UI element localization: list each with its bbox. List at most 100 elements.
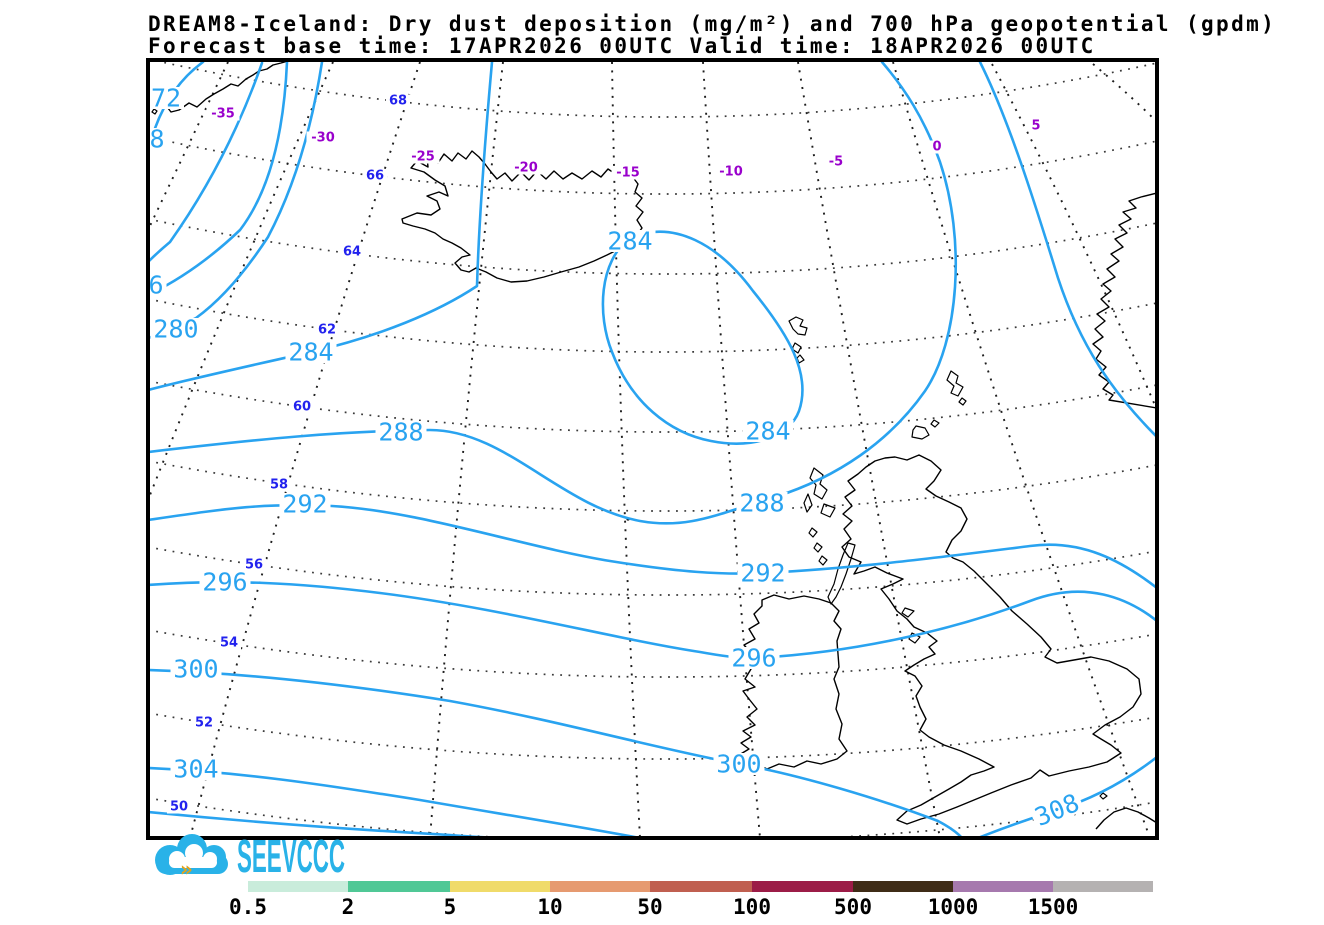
longitude-label-text: -35 bbox=[211, 107, 235, 122]
latitude-labels: 68 66 64 62 60 58 56 54 52 50 bbox=[167, 94, 410, 815]
contour-label-text: 284 bbox=[745, 417, 790, 446]
longitude-label-text: 5 bbox=[1031, 119, 1040, 134]
graticule-grid bbox=[150, 62, 1155, 836]
longitude-label: -20 bbox=[509, 161, 543, 176]
contour-label: 300 bbox=[170, 655, 222, 684]
contour-label-text: 288 bbox=[378, 418, 423, 447]
latitude-label: 58 bbox=[267, 478, 291, 493]
latitude-label: 54 bbox=[217, 636, 241, 651]
cloud-icon: » bbox=[155, 834, 228, 881]
ireland-coast bbox=[736, 594, 848, 772]
colorbar-tick-label: 2 bbox=[342, 895, 355, 919]
geopotential-contours bbox=[150, 62, 1155, 836]
colorbar-tick-label: 500 bbox=[834, 895, 872, 919]
latitude-label: 66 bbox=[363, 169, 387, 184]
contour-label-text: 72 bbox=[151, 84, 181, 113]
latitude-label-text: 64 bbox=[343, 245, 361, 260]
colorbar-segment bbox=[953, 881, 1053, 892]
latitude-label-text: 54 bbox=[220, 636, 238, 651]
longitude-label-text: -5 bbox=[829, 155, 843, 170]
contour-label: 284 bbox=[742, 417, 794, 446]
colorbar-segment bbox=[650, 881, 752, 892]
latitude-label-text: 62 bbox=[318, 323, 336, 338]
contour-label-text: 304 bbox=[173, 755, 218, 784]
coastlines bbox=[150, 62, 1155, 830]
deposition-colorbar: 0.5 2 5 10 50 100 500 1000 1500 bbox=[229, 881, 1153, 919]
latitude-label-text: 56 bbox=[245, 558, 263, 573]
colorbar-tick-label: 50 bbox=[637, 895, 662, 919]
contour-label: 288 bbox=[736, 489, 788, 518]
arrow-icon: » bbox=[180, 857, 193, 881]
colorbar-segment bbox=[248, 881, 348, 892]
latitude-label: 56 bbox=[242, 558, 266, 573]
contour-label-text: 284 bbox=[607, 227, 652, 256]
longitude-label-text: -15 bbox=[616, 166, 640, 181]
contour-label: 284 bbox=[285, 338, 337, 367]
contour-label: 284 bbox=[604, 227, 656, 256]
logo-text: SEEVCCC bbox=[237, 830, 345, 882]
contour-label: 6 bbox=[145, 271, 167, 300]
colorbar-segment bbox=[1053, 881, 1153, 892]
seevccc-logo: » SEEVCCC bbox=[155, 830, 345, 882]
latitude-label: 50 bbox=[167, 800, 191, 815]
contour-label-text: 300 bbox=[173, 655, 218, 684]
faroe-islands-coast bbox=[788, 316, 808, 364]
latitude-label-text: 52 bbox=[195, 716, 213, 731]
contour-label-text: 280 bbox=[153, 315, 198, 344]
contour-label-text: 296 bbox=[731, 644, 776, 673]
contour-label-text: 288 bbox=[739, 489, 784, 518]
contour-label: 308 bbox=[1029, 788, 1085, 832]
longitude-label-text: -30 bbox=[311, 131, 335, 146]
contour-label: 304 bbox=[170, 755, 222, 784]
contour-labels: 72 8 6 280 284 288 292 296 300 304 284 284 288 292 296… bbox=[145, 84, 1085, 832]
colorbar-tick-label: 5 bbox=[444, 895, 457, 919]
greenland-coast bbox=[150, 62, 288, 113]
orkney-coast bbox=[911, 419, 940, 440]
contour-label: 280 bbox=[150, 315, 202, 344]
latitude-label-text: 66 bbox=[366, 169, 384, 184]
longitude-label: -30 bbox=[306, 131, 340, 146]
latitude-label: 62 bbox=[315, 323, 339, 338]
longitude-label: -25 bbox=[406, 150, 440, 165]
colorbar-segment bbox=[853, 881, 953, 892]
norway-coast bbox=[1092, 192, 1155, 409]
longitude-labels: -35 -30 -25 -20 -15 -10 -5 0 5 bbox=[206, 107, 1044, 181]
longitude-label-text: -25 bbox=[411, 150, 435, 165]
chart-title: DREAM8-Iceland: Dry dust deposition (mg/… bbox=[148, 12, 1276, 36]
colorbar-segment bbox=[348, 881, 450, 892]
contour-label-text: 292 bbox=[740, 559, 785, 588]
longitude-label: -15 bbox=[611, 166, 645, 181]
longitude-label: -10 bbox=[714, 165, 748, 180]
contour-label-text: 296 bbox=[202, 568, 247, 597]
kintyre-coast bbox=[827, 542, 856, 605]
latitude-label-text: 58 bbox=[270, 478, 288, 493]
longitude-label-text: -10 bbox=[719, 165, 743, 180]
latitude-label-text: 50 bbox=[170, 800, 188, 815]
longitude-label: -35 bbox=[206, 107, 240, 122]
contour-label: 296 bbox=[728, 644, 780, 673]
great-britain-coast bbox=[841, 454, 1142, 825]
longitude-label-text: -20 bbox=[514, 161, 538, 176]
contour-label: 296 bbox=[199, 568, 251, 597]
latitude-label: 52 bbox=[192, 716, 216, 731]
longitude-label-text: 0 bbox=[932, 140, 941, 155]
colorbar-tick-label: 10 bbox=[537, 895, 562, 919]
longitude-label: 0 bbox=[929, 140, 945, 155]
contour-label-text: 6 bbox=[148, 271, 163, 300]
shetland-coast bbox=[946, 370, 967, 406]
latitude-label: 68 bbox=[386, 94, 410, 109]
contour-label: 292 bbox=[737, 559, 789, 588]
france-coast bbox=[1095, 807, 1155, 830]
colorbar-tick-label: 100 bbox=[733, 895, 771, 919]
colorbar-tick-label: 1000 bbox=[928, 895, 979, 919]
contour-label: 292 bbox=[279, 490, 331, 519]
contour-label: 288 bbox=[375, 418, 427, 447]
contour-label-text: 292 bbox=[282, 490, 327, 519]
contour-label: 300 bbox=[713, 750, 765, 779]
latitude-label: 60 bbox=[290, 400, 314, 415]
latitude-label-text: 68 bbox=[389, 94, 407, 109]
map-frame bbox=[146, 58, 1159, 840]
longitude-label: -5 bbox=[824, 155, 848, 170]
